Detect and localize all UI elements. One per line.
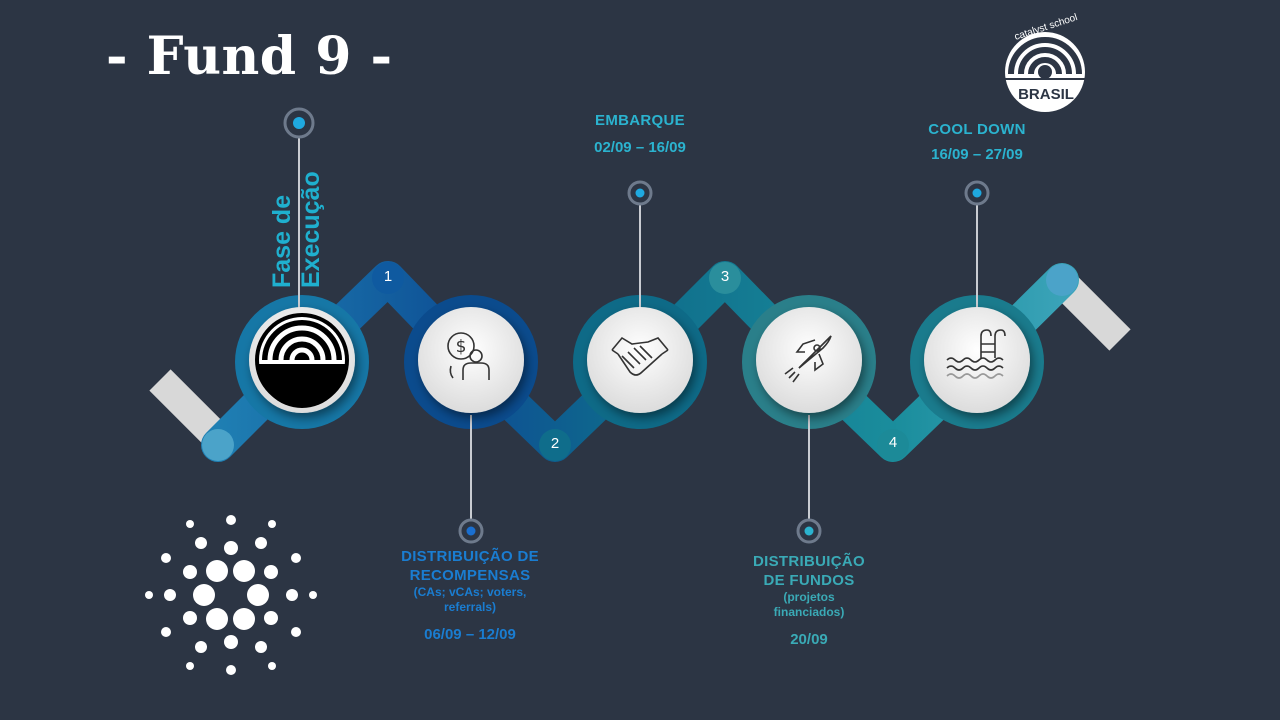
label-fundos-sub-2: financiados) — [773, 605, 845, 619]
phase-title-line2: Execução — [297, 171, 325, 288]
pool-ladder-icon — [946, 329, 1006, 379]
label-recompensas-title-2: RECOMPENSAS — [409, 567, 531, 584]
label-embarque-date: 02/09 – 16/09 — [594, 139, 686, 156]
label-cooldown-title: COOL DOWN — [928, 121, 1026, 138]
label-embarque: EMBARQUE 02/09 – 16/09 — [560, 111, 720, 157]
svg-text:$: $ — [456, 337, 467, 357]
path-start-dot — [202, 429, 234, 461]
label-cooldown-date: 16/09 – 27/09 — [931, 146, 1023, 163]
step-number-1: 1 — [383, 268, 393, 285]
label-fundos: DISTRIBUIÇÃO DE FUNDOS (projetos financi… — [727, 552, 891, 649]
catalyst-logo-icon — [255, 313, 349, 408]
step-number-2: 2 — [550, 435, 560, 452]
label-recompensas: DISTRIBUIÇÃO DE RECOMPENSAS (CAs; vCAs; … — [380, 547, 560, 644]
label-cooldown: COOL DOWN 16/09 – 27/09 — [897, 120, 1057, 164]
label-fundos-title-2: DE FUNDOS — [763, 572, 855, 589]
step-dot-2 — [539, 429, 571, 461]
page-title: - Fund 9 - — [106, 26, 393, 87]
logo-brasil-text: BRASIL — [1018, 86, 1074, 103]
rocket-icon — [784, 335, 832, 383]
label-fundos-sub-1: (projetos — [783, 590, 835, 604]
label-recompensas-sub-1: (CAs; vCAs; voters, — [413, 585, 527, 599]
path-end-dot — [1046, 264, 1078, 296]
node-4 — [924, 307, 1030, 413]
label-fundos-date: 20/09 — [790, 631, 828, 648]
cardano-logo-icon — [145, 515, 317, 675]
catalyst-school-logo — [1005, 32, 1085, 112]
label-embarque-title: EMBARQUE — [595, 112, 685, 129]
step-dot-3 — [709, 262, 741, 294]
phase-title-line1: Fase de — [268, 194, 296, 288]
marker-dots — [283, 107, 990, 544]
label-recompensas-sub-2: referrals) — [443, 600, 497, 614]
step-number-3: 3 — [720, 268, 730, 285]
label-fundos-title-1: DISTRIBUIÇÃO — [753, 553, 865, 570]
step-dot-4 — [877, 429, 909, 461]
node-2 — [587, 307, 693, 413]
money-person-icon: $ — [447, 332, 490, 380]
label-recompensas-date: 06/09 – 12/09 — [424, 626, 516, 643]
label-recompensas-title-1: DISTRIBUIÇÃO DE — [401, 548, 539, 565]
handshake-icon — [611, 336, 669, 376]
phase-title: Fase de Execução — [268, 148, 328, 288]
step-dot-1 — [372, 262, 404, 294]
step-number-4: 4 — [888, 434, 898, 451]
